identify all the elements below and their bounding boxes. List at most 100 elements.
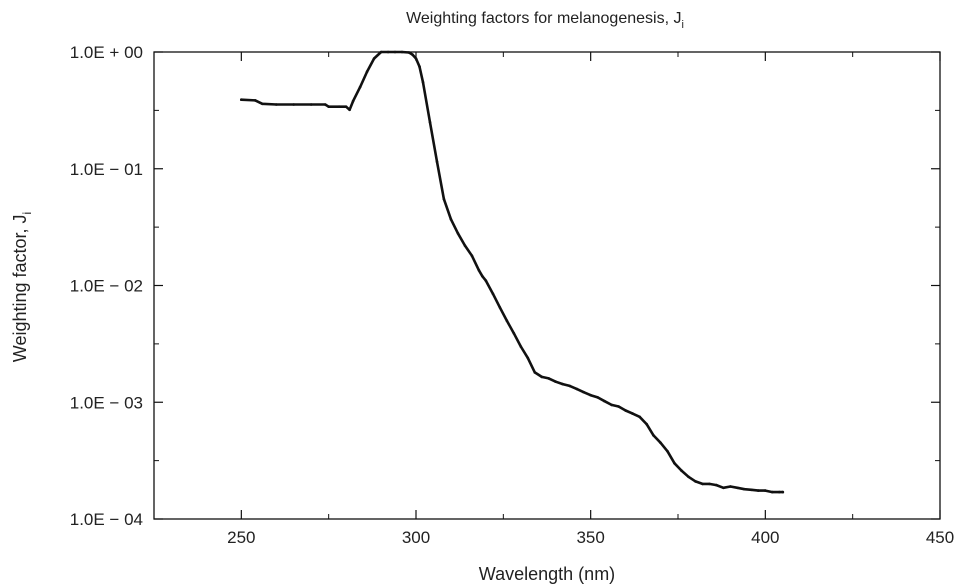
data-point xyxy=(687,475,690,479)
data-point xyxy=(505,319,509,322)
data-point xyxy=(673,462,676,465)
data-point xyxy=(666,450,669,453)
data-point xyxy=(337,105,341,108)
data-point xyxy=(652,434,655,437)
data-point xyxy=(519,345,523,348)
y-axis-label: Weighting factor, Ji xyxy=(10,212,34,362)
chart-title: Weighting factors for melanogenesis, Ji xyxy=(406,10,684,31)
data-point xyxy=(771,490,774,494)
data-point xyxy=(778,490,781,494)
data-point xyxy=(498,306,502,309)
data-point xyxy=(568,384,571,388)
data-point xyxy=(582,390,585,394)
chart-title-main: Weighting factors for melanogenesis, J xyxy=(406,10,681,27)
data-point xyxy=(481,275,484,278)
data-point xyxy=(456,232,460,235)
data-point xyxy=(275,103,278,106)
data-point xyxy=(442,197,446,201)
data-point xyxy=(638,415,641,419)
data-point xyxy=(292,103,296,106)
y-tick-label: 1.0E − 02 xyxy=(70,277,143,296)
y-tick-label: 1.0E − 01 xyxy=(70,160,143,179)
data-point xyxy=(470,254,474,257)
data-point xyxy=(575,387,578,391)
y-tick-label: 1.0E + 00 xyxy=(70,43,143,62)
data-point xyxy=(547,377,550,380)
data-point xyxy=(327,105,331,108)
data-point xyxy=(757,489,760,492)
y-tick-label: 1.0E − 04 xyxy=(70,510,143,529)
data-point xyxy=(645,422,648,426)
data-point xyxy=(764,489,767,492)
data-point xyxy=(736,486,739,490)
data-point xyxy=(708,482,711,486)
x-axis: 250 300 350 400 450 xyxy=(227,52,954,547)
data-point xyxy=(407,51,411,54)
data-point xyxy=(240,98,243,101)
data-point xyxy=(729,485,732,488)
y-axis: 1.0E + 00 1.0E − 01 1.0E − 02 1.0E − 03 1.0E… xyxy=(70,43,940,529)
data-point xyxy=(428,121,432,124)
data-point xyxy=(379,50,383,54)
data-point xyxy=(781,490,785,494)
data-point xyxy=(261,102,264,106)
data-point xyxy=(750,488,753,492)
data-point xyxy=(680,469,683,472)
data-point xyxy=(344,105,348,108)
data-point xyxy=(631,412,634,415)
data-point xyxy=(449,217,453,221)
data-point xyxy=(309,103,313,106)
x-tick-label: 300 xyxy=(402,528,430,547)
data-point xyxy=(617,405,620,408)
x-tick-label: 350 xyxy=(576,528,604,547)
data-point xyxy=(477,269,481,272)
data-point xyxy=(540,375,544,379)
data-point xyxy=(561,382,564,386)
y-axis-label-subscript: i xyxy=(20,212,34,215)
data-point xyxy=(715,483,718,487)
data-point xyxy=(491,292,495,296)
x-tick-label: 450 xyxy=(926,528,954,547)
data-point xyxy=(589,393,592,397)
data-point xyxy=(435,160,439,163)
y-axis-label-main: Weighting factor, J xyxy=(10,214,30,362)
data-point xyxy=(323,103,327,106)
data-point xyxy=(596,396,599,399)
plot-frame xyxy=(153,51,941,520)
data-point xyxy=(365,70,369,73)
chart-title-subscript: i xyxy=(681,19,683,31)
data-point xyxy=(610,403,613,407)
data-point xyxy=(694,480,697,483)
data-point xyxy=(484,279,488,283)
series-line xyxy=(240,50,785,494)
data-point xyxy=(386,50,390,54)
data-point xyxy=(512,331,516,335)
data-point xyxy=(372,57,376,60)
data-point xyxy=(533,371,537,374)
data-point xyxy=(351,99,355,103)
data-point xyxy=(254,99,257,102)
x-tick-label: 400 xyxy=(751,528,779,547)
data-point xyxy=(411,53,414,56)
y-tick-label: 1.0E − 03 xyxy=(70,393,143,412)
data-point xyxy=(603,399,606,403)
data-point xyxy=(463,244,467,247)
data-point xyxy=(358,85,362,89)
x-tick-label: 250 xyxy=(227,528,255,547)
data-point xyxy=(418,65,421,68)
data-point xyxy=(348,108,351,112)
data-point xyxy=(414,57,418,60)
x-axis-label: Wavelength (nm) xyxy=(479,564,615,584)
data-point xyxy=(624,409,627,412)
data-point xyxy=(743,487,746,491)
data-point xyxy=(400,50,404,54)
data-point xyxy=(722,486,725,490)
data-point xyxy=(526,356,530,360)
series-layer xyxy=(240,50,785,494)
data-point xyxy=(659,441,662,445)
data-point xyxy=(421,81,425,84)
data-point xyxy=(393,50,397,54)
data-point xyxy=(701,482,704,486)
data-point xyxy=(554,380,557,384)
